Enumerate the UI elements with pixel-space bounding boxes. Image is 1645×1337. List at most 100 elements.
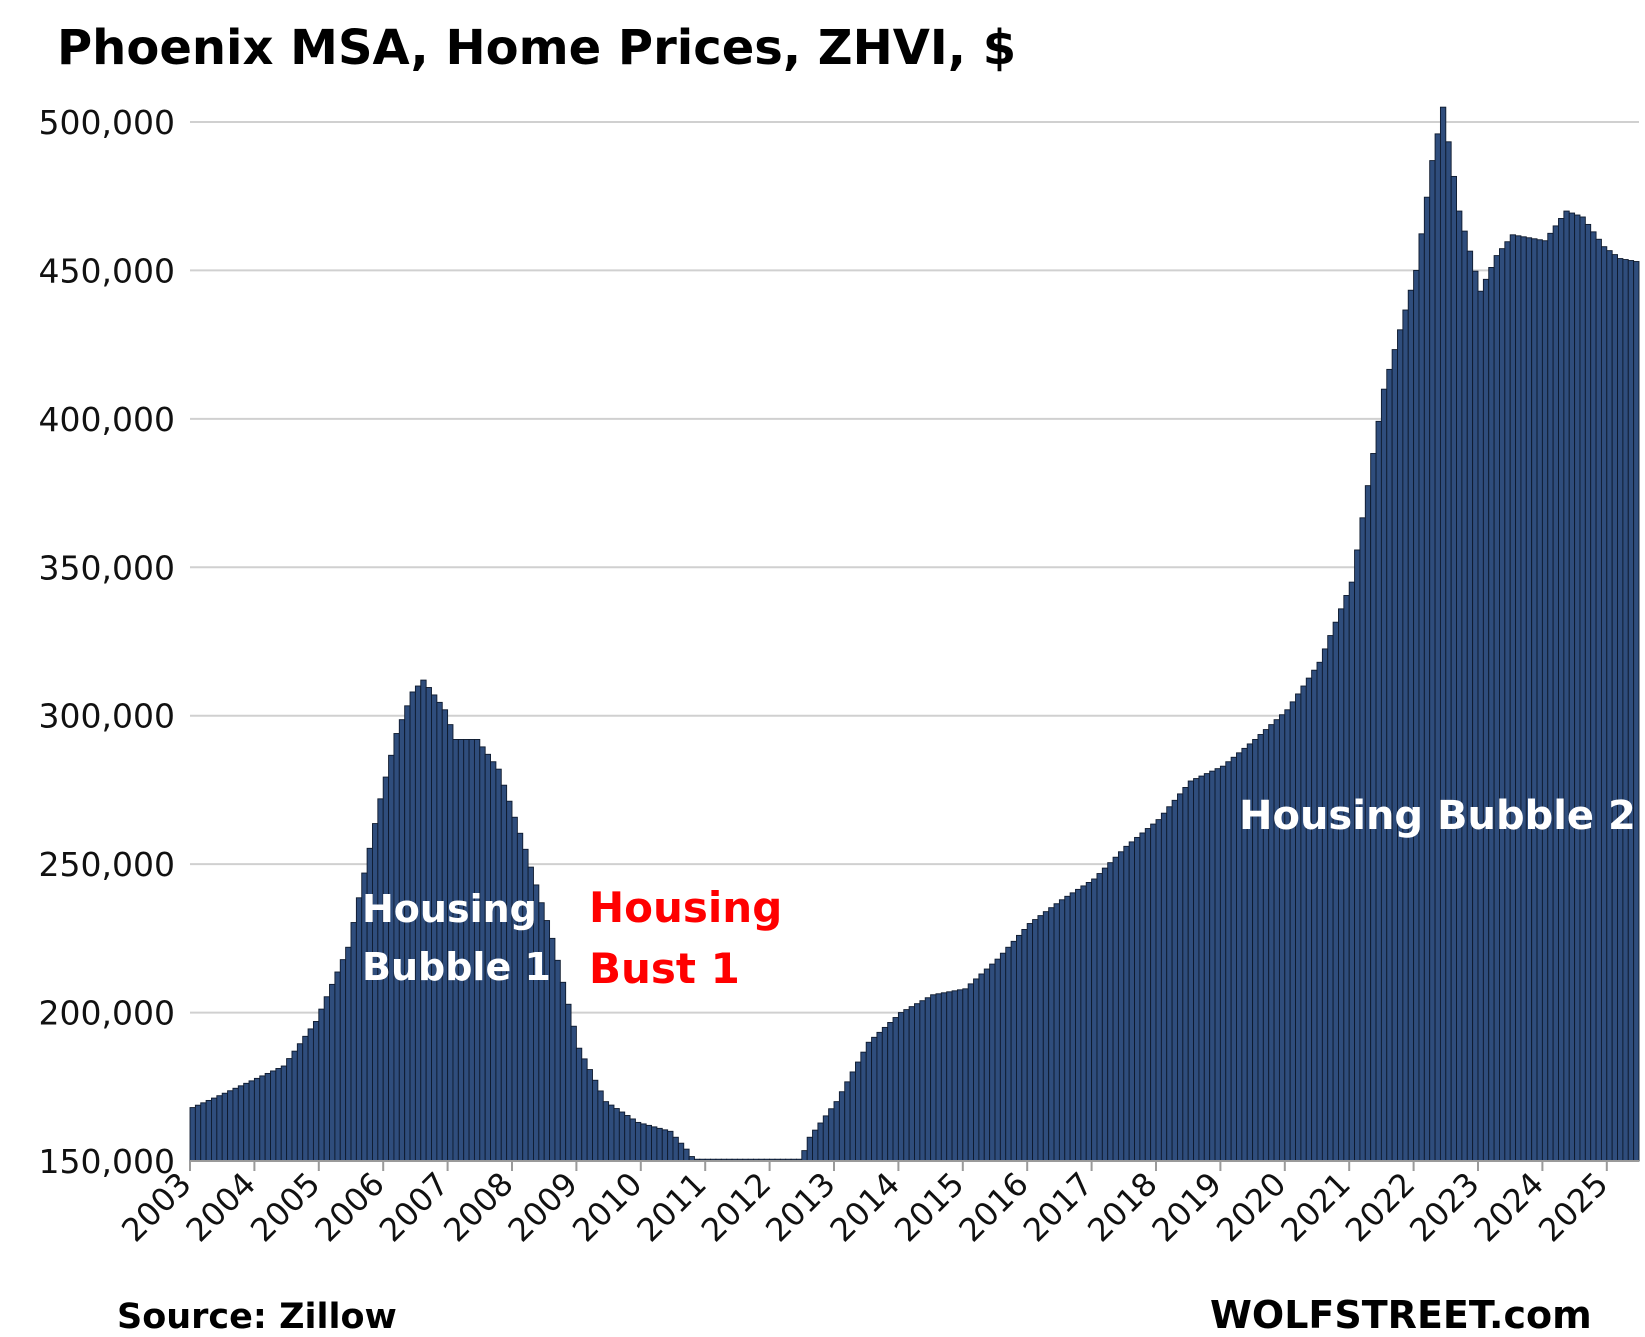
bar — [345, 946, 352, 1162]
bar — [951, 990, 958, 1162]
bar — [1139, 832, 1146, 1162]
x-tick-label: 2007 — [372, 1165, 456, 1249]
bar — [1375, 420, 1382, 1162]
annotation-bust-1-line2: Bust 1 — [589, 944, 740, 993]
bar — [1144, 828, 1152, 1162]
bar — [1037, 915, 1044, 1162]
bar — [618, 1111, 626, 1162]
bar — [1627, 260, 1635, 1162]
bar — [1493, 255, 1500, 1162]
bar — [849, 1071, 856, 1162]
annotation-bubble-1-line1: Housing — [362, 887, 537, 931]
x-tick-label: 2018 — [1080, 1165, 1164, 1249]
bar — [1316, 661, 1323, 1162]
x-tick-label: 2012 — [694, 1165, 778, 1249]
x-tick-label: 2019 — [1145, 1165, 1229, 1249]
bar — [1117, 851, 1125, 1162]
bar — [806, 1136, 813, 1162]
bar — [994, 958, 1001, 1162]
bar — [1160, 812, 1168, 1162]
bar — [559, 981, 567, 1162]
bar — [216, 1095, 223, 1162]
bar — [253, 1077, 261, 1162]
bar — [1273, 719, 1280, 1162]
bar — [1096, 873, 1103, 1162]
x-tick-label: 2011 — [629, 1165, 713, 1249]
bar — [296, 1043, 304, 1162]
bar — [871, 1036, 878, 1162]
bar — [1075, 888, 1082, 1162]
bar — [200, 1102, 207, 1162]
bar — [232, 1087, 239, 1162]
bar — [1595, 238, 1602, 1162]
bar — [983, 968, 991, 1162]
annotation-bubble-1: Housing Bubble 1 — [362, 887, 551, 989]
bar — [516, 832, 524, 1162]
bar — [1477, 290, 1484, 1162]
annotation-bust-1: Housing Bust 1 — [589, 883, 797, 993]
bar — [828, 1108, 835, 1162]
bar — [1622, 259, 1629, 1162]
bar — [833, 1101, 840, 1162]
bar — [1042, 911, 1050, 1162]
x-tick-label: 2022 — [1338, 1165, 1422, 1249]
bar — [876, 1031, 883, 1162]
x-tick-label: 2024 — [1467, 1165, 1551, 1249]
bar — [575, 1047, 583, 1162]
bar — [1311, 669, 1318, 1162]
bar — [1209, 770, 1216, 1162]
bar — [822, 1115, 830, 1162]
chart-title: Phoenix MSA, Home Prices, ZHVI, $ — [57, 20, 1016, 76]
bar — [189, 1107, 196, 1162]
bar — [1182, 787, 1189, 1162]
bar — [372, 823, 379, 1162]
bar — [1010, 940, 1017, 1162]
bar — [1107, 862, 1114, 1162]
bar — [999, 952, 1007, 1162]
bar — [1203, 773, 1211, 1162]
bar — [221, 1092, 229, 1162]
x-tick-label: 2017 — [1016, 1165, 1100, 1249]
bar — [613, 1108, 620, 1162]
x-tick-label: 2015 — [887, 1165, 971, 1249]
bar — [1300, 685, 1307, 1162]
bar — [1354, 549, 1361, 1162]
bar — [339, 959, 347, 1162]
bar — [1327, 635, 1334, 1162]
bar — [1574, 214, 1581, 1162]
bar — [1171, 799, 1178, 1162]
bar — [640, 1123, 647, 1162]
bar — [1552, 225, 1559, 1162]
bar — [1450, 175, 1457, 1162]
bar — [1563, 210, 1570, 1162]
bar — [608, 1104, 615, 1162]
y-tick-label: 450,000 — [39, 251, 175, 290]
bar — [1547, 232, 1554, 1162]
bar — [1391, 349, 1398, 1162]
bar — [924, 997, 932, 1162]
bar — [1504, 241, 1511, 1162]
bar — [312, 1021, 320, 1162]
bar — [1439, 106, 1447, 1162]
bar — [1219, 765, 1227, 1162]
bar — [602, 1101, 610, 1162]
bar — [243, 1082, 250, 1162]
bar — [441, 709, 449, 1162]
x-tick-label: 2013 — [758, 1165, 842, 1249]
bar — [1525, 237, 1533, 1162]
x-tick-label: 2005 — [243, 1165, 327, 1249]
bar — [656, 1127, 663, 1162]
bar — [350, 922, 357, 1162]
source-label: Source: Zillow — [117, 1297, 397, 1337]
bar — [329, 983, 336, 1162]
bar — [1579, 216, 1586, 1162]
bar — [903, 1009, 910, 1162]
bar — [1091, 878, 1098, 1162]
bar — [897, 1012, 905, 1162]
bar — [1278, 714, 1286, 1162]
bar — [1338, 608, 1345, 1162]
bar — [967, 983, 974, 1162]
bar — [1541, 240, 1549, 1162]
bar — [1155, 819, 1162, 1162]
